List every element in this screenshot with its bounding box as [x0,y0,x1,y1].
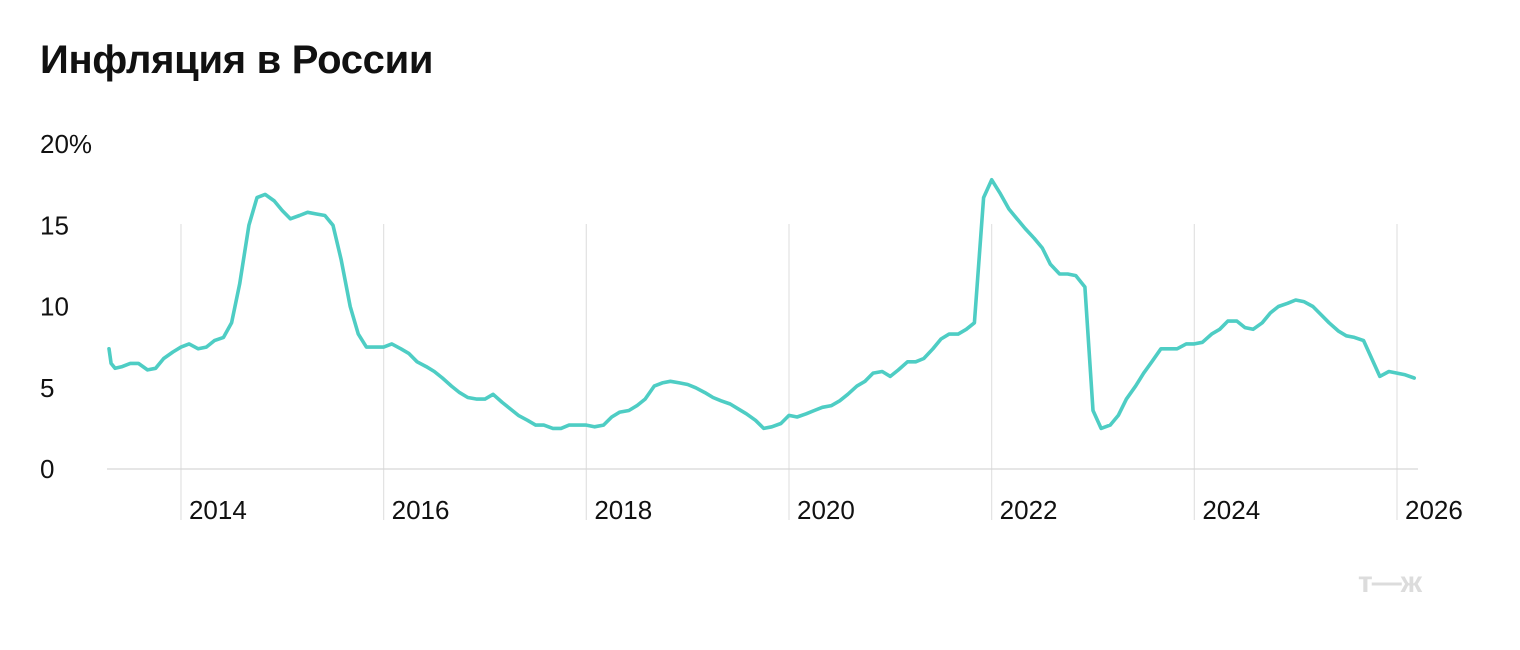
inflation-line [107,178,1416,431]
grid-layer [180,224,1398,520]
y-axis-ticks: 0 5 10 15 20% [40,129,92,484]
y-tick-label: 20% [40,129,92,159]
chart-title: Инфляция в России [40,38,434,82]
y-tick-label: 5 [40,373,54,403]
x-tick-label: 2020 [797,495,855,525]
x-tick-label: 2024 [1202,495,1260,525]
x-tick-label: 2018 [594,495,652,525]
x-tick-label: 2016 [392,495,450,525]
series-layer [107,178,1416,431]
y-tick-label: 15 [40,210,69,240]
x-axis-ticks: 2014 2016 2018 2020 2022 2024 2026 [189,495,1463,525]
x-tick-label: 2022 [1000,495,1058,525]
x-tick-label: 2014 [189,495,247,525]
brand-logo: т—ж [1358,566,1422,599]
y-tick-label: 10 [40,292,69,322]
x-tick-label: 2026 [1405,495,1463,525]
y-tick-label: 0 [40,454,54,484]
